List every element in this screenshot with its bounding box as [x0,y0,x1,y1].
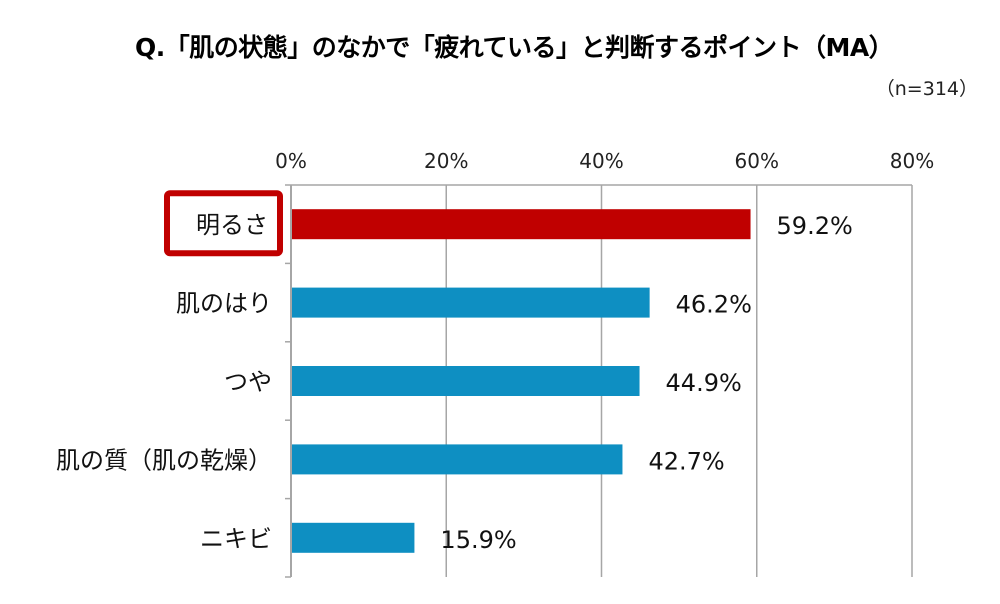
category-label: ニキビ [200,525,272,553]
category-label: つや [224,368,272,396]
x-tick-label: 40% [579,149,623,173]
x-tick-label: 60% [735,149,779,173]
bar [292,287,650,318]
category-label: 肌のはり [176,290,272,318]
chart-subtitle: （n=314） [875,78,978,100]
bar [292,209,751,240]
data-label: 42.7% [648,447,724,475]
highlight-box [164,190,283,257]
data-label: 46.2% [676,291,752,319]
chart-title: Q.「肌の状態」のなかで「疲れている」と判断するポイント（MA） [135,33,894,62]
bar [292,444,623,475]
bar [292,366,640,396]
bar [292,522,415,553]
data-label: 44.9% [666,369,742,397]
data-label: 59.2% [777,212,853,240]
category-label: 肌の質（肌の乾燥） [56,446,272,474]
x-tick-label: 80% [890,149,934,173]
x-tick-label: 0% [275,149,307,173]
category-label: 明るさ [196,211,268,239]
x-tick-label: 20% [424,149,468,173]
data-label: 15.9% [440,526,516,554]
